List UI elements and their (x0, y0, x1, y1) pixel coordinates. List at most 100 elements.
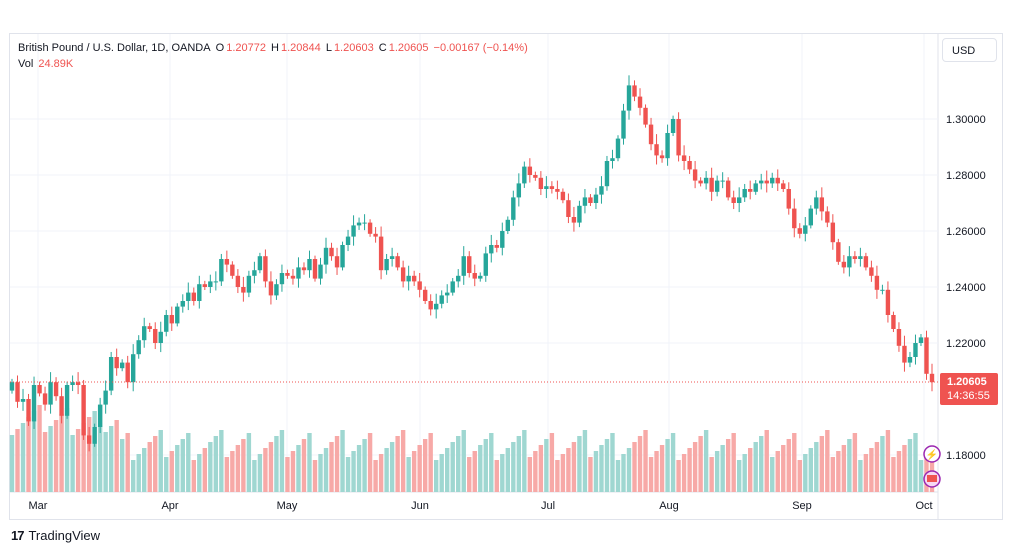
candle-body (445, 292, 450, 296)
volume-bar (786, 439, 791, 492)
volume-bar (582, 430, 588, 492)
volume-bar (92, 411, 97, 492)
volume-bar (659, 445, 665, 492)
x-tick-label: Sep (792, 500, 812, 512)
volume-bar (478, 445, 483, 492)
volume-bar (395, 436, 400, 492)
candle-body (847, 256, 852, 268)
candle-body (153, 329, 158, 343)
candle-body (230, 264, 235, 276)
volume-bar (417, 445, 422, 492)
candle-body (781, 183, 786, 189)
candle-body (384, 259, 389, 271)
candle-body (654, 144, 659, 156)
volume-bar (511, 442, 516, 492)
candle-body (318, 264, 323, 279)
candle-body (549, 186, 555, 189)
volume-bar (648, 457, 654, 492)
candle-body (610, 158, 615, 161)
candle-body (334, 256, 340, 268)
candle-body (709, 177, 714, 192)
volume-bar (571, 442, 577, 492)
volume-bar (670, 433, 676, 492)
tradingview-brand[interactable]: 17 TradingView (11, 528, 100, 543)
volume-bar (825, 430, 830, 492)
volume-bar (219, 430, 224, 492)
volume-bar (323, 448, 329, 492)
candle-body (874, 275, 880, 290)
candle-body (186, 292, 191, 301)
candle-body (885, 289, 891, 315)
volume-bar (450, 442, 455, 492)
candle-body (70, 382, 75, 385)
x-tick-label: May (277, 500, 298, 512)
volume-bar (433, 460, 439, 492)
candle-body (731, 197, 736, 203)
volume-bar (775, 451, 780, 492)
high-value: 1.20844 (280, 42, 321, 54)
candle-body (142, 326, 147, 341)
volume-bar (555, 460, 560, 492)
volume-bar (632, 442, 637, 492)
candle-body (676, 119, 681, 156)
volume-bar (830, 457, 836, 492)
volume-bar (164, 457, 169, 492)
volume-bar (367, 433, 373, 492)
candle-body (924, 337, 929, 374)
volume-bar (847, 439, 852, 492)
candle-body (918, 337, 924, 343)
candle-body (913, 343, 918, 357)
candle-body (621, 110, 626, 139)
volume-bar (389, 442, 395, 492)
volume-legend: Vol 24.89K (18, 58, 75, 70)
candle-body (97, 404, 103, 427)
low-value: 1.20603 (333, 42, 374, 54)
x-tick-label: Mar (29, 500, 48, 512)
candle-body (670, 119, 676, 133)
volume-bar (566, 448, 571, 492)
candle-body (681, 155, 687, 161)
candle-body (522, 166, 527, 184)
volume-bar (764, 430, 769, 492)
volume-bar (257, 454, 263, 492)
candle-body (373, 233, 378, 237)
volume-bar (26, 417, 31, 492)
volume-bar (356, 445, 362, 492)
x-tick-label: Jul (541, 500, 555, 512)
volume-bar (709, 457, 714, 492)
candle-body (450, 281, 455, 293)
candle-body (406, 275, 411, 282)
volume-label[interactable]: Vol (18, 58, 34, 70)
volume-bar (384, 448, 389, 492)
volume-bar (891, 457, 896, 492)
candle-body (626, 85, 632, 111)
x-tick-label: Oct (915, 500, 932, 512)
symbol-title[interactable]: British Pound / U.S. Dollar, 1D, OANDA (18, 42, 211, 54)
candle-body (742, 189, 747, 198)
currency-button[interactable]: USD (942, 38, 997, 62)
x-tick-label: Jun (411, 500, 429, 512)
volume-bar (836, 451, 841, 492)
volume-bar (81, 423, 86, 492)
candle-body (902, 345, 907, 363)
volume-bar (472, 451, 477, 492)
candle-body (136, 340, 141, 355)
candle-body (411, 275, 417, 282)
candle-body (296, 267, 301, 279)
open-value: 1.20772 (226, 42, 266, 54)
candle-body (75, 382, 81, 385)
candle-body (803, 225, 808, 234)
volume-bar (896, 451, 902, 492)
candle-body (891, 315, 896, 329)
volume-bar (577, 436, 582, 492)
candle-body (92, 427, 97, 444)
candle-body (285, 273, 290, 276)
volume-bar (654, 451, 659, 492)
y-tick-label: 1.28000 (946, 170, 986, 182)
volume-bar (406, 457, 411, 492)
candle-body (830, 222, 836, 243)
candle-body (687, 161, 692, 170)
candle-body (489, 245, 494, 254)
volume-bar (814, 442, 819, 492)
